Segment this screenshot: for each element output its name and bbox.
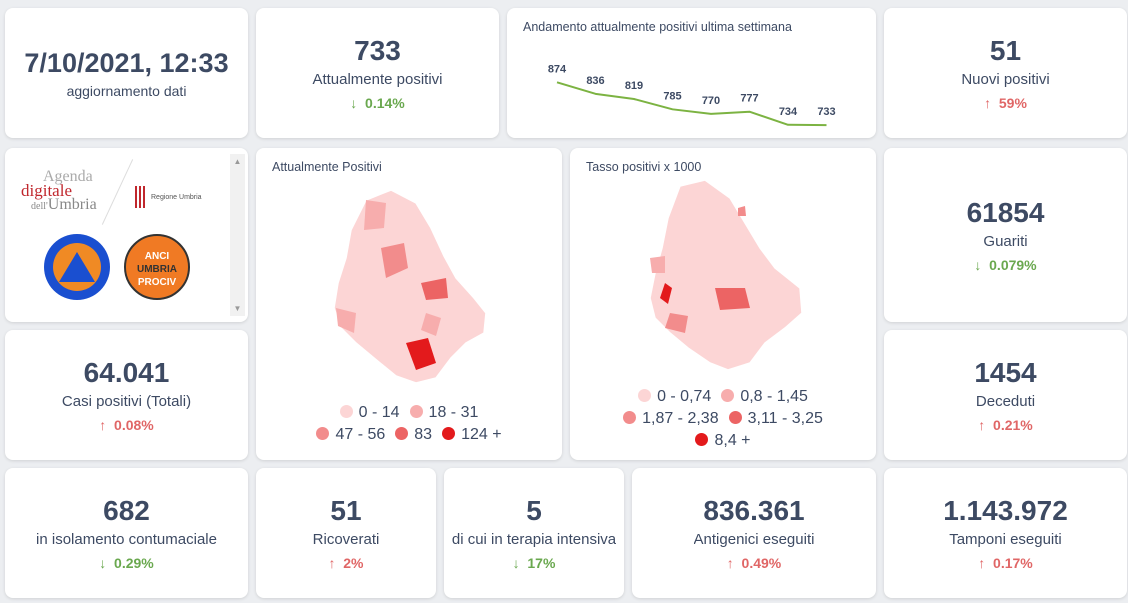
legend-swatch: [395, 427, 409, 440]
legend-swatch: [623, 411, 637, 424]
regione-umbria-logo: Regione Umbria: [135, 186, 202, 208]
legend-item: 18 - 31: [409, 402, 478, 424]
umbria-map-tasso[interactable]: [570, 148, 876, 460]
agenda-digitale-logo: Agenda digitale dell'Umbria: [21, 168, 97, 213]
legend-item: 83: [395, 424, 432, 446]
trend-title: Andamento attualmente positivi ultima se…: [523, 20, 792, 34]
card-guariti: 61854 Guariti ↓ 0.079%: [884, 148, 1127, 322]
trend-line: [556, 81, 827, 127]
arrow-up-icon: ↑: [978, 417, 986, 433]
legend-item: 47 - 56: [316, 424, 385, 446]
update-label: aggiornamento dati: [66, 83, 187, 99]
legend-item: 8,4 +: [695, 430, 751, 452]
kpi-delta: ↓ 0.29%: [99, 555, 154, 571]
kpi-delta: ↑ 59%: [984, 95, 1027, 111]
kpi-delta: ↑ 0.17%: [978, 555, 1033, 571]
trend-card: Andamento attualmente positivi ultima se…: [507, 8, 876, 138]
kpi-delta: ↑ 0.21%: [978, 417, 1033, 433]
arrow-up-icon: ↑: [99, 417, 107, 433]
card-casi-totali: 64.041 Casi positivi (Totali) ↑ 0.08%: [5, 330, 248, 460]
trend-data-label: 733: [817, 106, 835, 118]
kpi-value: 1.143.972: [943, 495, 1068, 526]
kpi-value: 1454: [974, 357, 1037, 388]
legend-swatch: [728, 411, 742, 424]
kpi-value: 51: [989, 35, 1022, 66]
legend-swatch: [339, 405, 353, 418]
kpi-delta: ↓ 17%: [512, 555, 556, 571]
map1-legend: 0 - 14 18 - 31 47 - 56 83 124 +: [256, 402, 562, 446]
kpi-label: Guariti: [983, 233, 1028, 250]
kpi-delta: ↓ 0.079%: [974, 257, 1037, 273]
map-attualmente-positivi-card: Attualmente Positivi 0 - 14 18 - 31 47 - 5…: [256, 148, 562, 460]
card-ricoverati: 51 Ricoverati ↑ 2%: [256, 468, 436, 598]
legend-swatch: [695, 433, 709, 446]
update-card: 7/10/2021, 12:33 aggiornamento dati: [5, 8, 248, 138]
kpi-delta: ↓ 0.14%: [350, 95, 405, 111]
logos-scrollbar[interactable]: ▲ ▼: [230, 154, 245, 316]
card-tamponi: 1.143.972 Tamponi eseguiti ↑ 0.17%: [884, 468, 1127, 598]
kpi-delta: ↑ 0.08%: [99, 417, 154, 433]
kpi-delta: ↑ 0.49%: [726, 555, 782, 571]
kpi-delta: ↑ 2%: [328, 555, 364, 571]
update-datetime: 7/10/2021, 12:33: [24, 48, 229, 78]
anci-prociv-logo: ANCI UMBRIA PROCIV: [124, 234, 190, 300]
trend-data-label: 777: [740, 93, 758, 105]
kpi-value: 682: [103, 495, 150, 526]
kpi-label: Casi positivi (Totali): [61, 393, 192, 410]
map2-legend: 0 - 0,74 0,8 - 1,451,87 - 2,38 3,11 - 3,25…: [570, 386, 876, 452]
kpi-label: Tamponi eseguiti: [949, 531, 1062, 548]
kpi-value: 61854: [966, 197, 1045, 228]
legend-swatch: [638, 389, 652, 402]
arrow-down-icon: ↓: [99, 555, 107, 571]
card-nuovi-positivi: 51 Nuovi positivi ↑ 59%: [884, 8, 1127, 138]
kpi-value: 51: [330, 495, 362, 526]
kpi-value: 64.041: [83, 357, 170, 388]
kpi-label: Ricoverati: [312, 531, 380, 548]
arrow-up-icon: ↑: [984, 95, 992, 111]
trend-data-label: 734: [779, 106, 798, 118]
kpi-value: 5: [526, 495, 542, 526]
map1-title: Attualmente Positivi: [272, 160, 382, 174]
legend-item: 0 - 0,74: [638, 386, 711, 408]
legend-item: 1,87 - 2,38: [623, 408, 719, 430]
trend-chart: 874 836 819 785 770 777 734 733: [548, 63, 836, 127]
kpi-label: Nuovi positivi: [961, 71, 1050, 88]
legend-swatch: [442, 427, 456, 440]
arrow-up-icon: ↑: [726, 555, 734, 571]
legend-item: 0 - 14: [339, 402, 400, 424]
trend-data-label: 836: [586, 75, 604, 87]
protezione-civile-logo: [44, 234, 110, 300]
kpi-label: in isolamento contumaciale: [36, 531, 217, 548]
card-antigenici: 836.361 Antigenici eseguiti ↑ 0.49%: [632, 468, 876, 598]
legend-item: 124 +: [442, 424, 502, 446]
trend-data-label: 785: [663, 90, 681, 102]
kpi-value: 836.361: [703, 495, 805, 526]
legend-swatch: [409, 405, 423, 418]
kpi-value: 733: [354, 35, 401, 66]
map-tasso-card: Tasso positivi x 1000 0 - 0,74 0,8 - 1,45…: [570, 148, 876, 460]
kpi-label: di cui in terapia intensiva: [451, 531, 617, 548]
legend-item: 3,11 - 3,25: [728, 408, 823, 430]
arrow-up-icon: ↑: [328, 555, 336, 571]
trend-data-label: 819: [625, 80, 643, 92]
arrow-down-icon: ↓: [512, 555, 520, 571]
trend-data-label: 874: [548, 63, 567, 75]
card-deceduti: 1454 Deceduti ↑ 0.21%: [884, 330, 1127, 460]
card-terapia-intensiva: 5 di cui in terapia intensiva ↓ 17%: [444, 468, 624, 598]
map2-title: Tasso positivi x 1000: [586, 160, 702, 174]
trend-data-label: 770: [702, 95, 720, 107]
arrow-down-icon: ↓: [974, 257, 982, 273]
umbria-map-positivi[interactable]: [256, 148, 562, 460]
card-isolamento: 682 in isolamento contumaciale ↓ 0.29%: [5, 468, 248, 598]
arrow-down-icon: ↓: [350, 95, 358, 111]
kpi-label: Attualmente positivi: [312, 71, 443, 88]
card-attualmente-positivi: 733 Attualmente positivi ↓ 0.14%: [256, 8, 499, 138]
kpi-label: Deceduti: [975, 393, 1036, 410]
arrow-up-icon: ↑: [978, 555, 986, 571]
legend-swatch: [316, 427, 330, 440]
logos-card: Agenda digitale dell'Umbria Regione Umbr…: [5, 148, 248, 322]
legend-item: 0,8 - 1,45: [721, 386, 808, 408]
kpi-label: Antigenici eseguiti: [693, 531, 815, 548]
legend-swatch: [721, 389, 735, 402]
